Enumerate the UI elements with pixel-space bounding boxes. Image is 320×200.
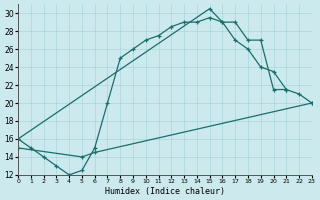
X-axis label: Humidex (Indice chaleur): Humidex (Indice chaleur) bbox=[105, 187, 225, 196]
